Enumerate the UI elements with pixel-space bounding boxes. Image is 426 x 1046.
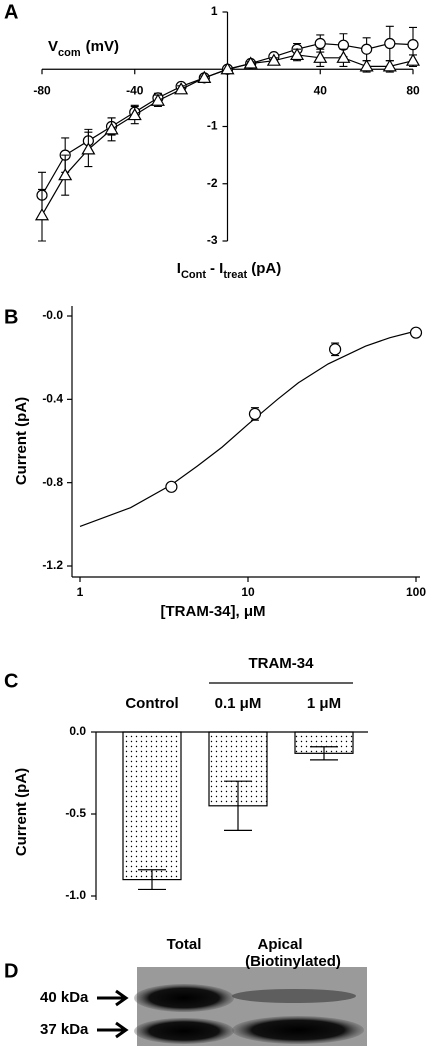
data-point: [150, 93, 165, 106]
data-point: [165, 480, 178, 493]
error-bar: [138, 869, 166, 891]
data-point: [361, 43, 373, 55]
x-tick-label: -80: [33, 83, 51, 97]
data-point: [197, 70, 212, 83]
data-point: [266, 53, 281, 66]
data-point: [58, 167, 73, 181]
blot-band: [134, 984, 234, 1012]
bar: [122, 731, 182, 881]
data-point: [329, 343, 342, 356]
y-tick-label: -2: [207, 176, 218, 190]
data-point: [248, 407, 262, 421]
x-axis-label-part: treat: [223, 269, 247, 281]
y-axis-label: Current (pA): [13, 397, 30, 485]
blot-band: [232, 1016, 364, 1044]
lane-label: Apical: [257, 936, 302, 953]
data-point: [314, 37, 326, 50]
data-point: [313, 50, 328, 63]
marker-label: 37 kDa: [40, 1021, 89, 1038]
marker-label: 40 kDa: [40, 989, 89, 1006]
data-point: [243, 56, 258, 69]
y-tick-label: -0.8: [42, 475, 63, 489]
data-point: [81, 142, 96, 155]
y-tick-label: -1: [207, 119, 218, 133]
x-tick-label: 1 μM: [307, 695, 341, 712]
x-axis-label-part: (pA): [251, 260, 281, 277]
y-tick-label: -0.0: [42, 308, 63, 322]
x-tick-label: -40: [126, 83, 144, 97]
y-tick-label: -3: [207, 233, 218, 247]
error-bar: [310, 746, 338, 761]
y-tick-label: -1.0: [65, 888, 86, 902]
data-point: [382, 59, 397, 72]
data-point: [174, 82, 189, 95]
blot-band: [134, 1018, 234, 1044]
panel-label: B: [4, 306, 18, 328]
group-label: TRAM-34: [248, 655, 314, 672]
data-point: [290, 47, 305, 61]
x-axis-label-part: I: [177, 260, 181, 277]
panel-label: A: [4, 1, 18, 23]
x-tick-label: 100: [406, 585, 426, 599]
data-point: [384, 37, 396, 50]
y-tick-label: -1.2: [42, 558, 63, 572]
y-axis-label-part: V: [48, 38, 58, 55]
data-point: [407, 39, 419, 51]
y-tick-label: -0.5: [65, 806, 86, 820]
data-point: [34, 208, 50, 221]
data-point: [220, 62, 235, 75]
y-tick-label: -0.4: [42, 392, 63, 406]
x-tick-label: Control: [125, 695, 178, 712]
blot: Total Apical (Biotinylated) 40 kDa 37 kD…: [40, 936, 367, 1046]
data-point: [409, 326, 423, 339]
data-point: [104, 122, 119, 135]
data-point: [127, 107, 142, 121]
panel-label: C: [4, 670, 18, 692]
data-point: [359, 59, 374, 72]
x-tick-label: 80: [406, 83, 420, 97]
fit-curve: [79, 330, 417, 527]
panel-label: D: [4, 960, 18, 982]
data-point: [405, 53, 421, 66]
y-axis-label: Vcom (mV): [48, 38, 119, 59]
y-axis-label: Current (pA): [13, 768, 30, 856]
lane-label: (Biotinylated): [245, 953, 341, 970]
error-bar: [224, 780, 252, 831]
x-tick-label: 10: [241, 585, 255, 599]
x-tick-label: 1: [77, 585, 84, 599]
y-axis-label-part: com: [58, 47, 81, 59]
y-tick-label: 1: [211, 4, 218, 18]
y-tick-label: 0.0: [69, 724, 86, 738]
blot-band: [232, 989, 356, 1003]
y-axis-label-part: (mV): [86, 38, 119, 55]
x-axis-label: ICont - Itreat (pA): [177, 260, 281, 281]
x-axis-label-part: Cont: [181, 269, 206, 281]
x-tick-label: 40: [314, 83, 328, 97]
lane-label: Total: [167, 936, 202, 953]
x-tick-label: 0.1 μM: [215, 695, 262, 712]
x-axis-label-part: - I: [210, 260, 223, 277]
arrow: [97, 989, 129, 1039]
data-point: [336, 50, 351, 63]
x-axis-label: [TRAM-34], μM: [161, 603, 266, 620]
